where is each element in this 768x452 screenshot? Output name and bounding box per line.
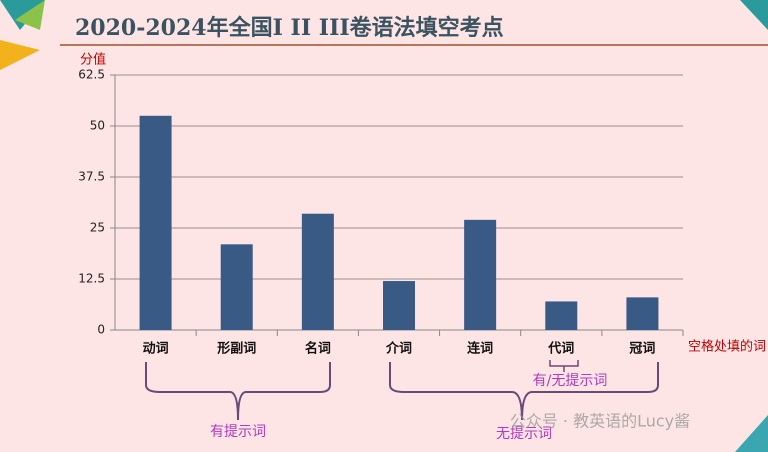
y-tick-label: 62.5 — [78, 68, 105, 82]
y-tick-label: 12.5 — [78, 272, 105, 286]
x-tick-label: 名词 — [305, 341, 331, 357]
x-tick-label: 形副词 — [217, 342, 256, 357]
chart-title: 2020-2024年全国I II III卷语法填空考点 — [75, 15, 504, 41]
bracket — [549, 360, 579, 372]
bar — [139, 115, 172, 330]
y-tick-label: 37.5 — [78, 170, 105, 184]
y-tick-label: 50 — [90, 119, 105, 133]
bar — [220, 244, 253, 330]
annotation: 无提示词 — [496, 426, 552, 442]
bar — [626, 297, 659, 330]
bracket — [389, 362, 659, 421]
annotation: 有提示词 — [210, 424, 266, 440]
decoration — [15, 0, 45, 30]
x-axis-label: 空格处填的词 — [688, 339, 766, 355]
decoration — [740, 0, 768, 30]
y-tick-label: 0 — [97, 323, 105, 337]
bar — [545, 301, 578, 330]
watermark: 公众号 · 教英语的Lucy酱 — [510, 412, 690, 431]
bracket — [145, 362, 331, 421]
decoration — [0, 40, 40, 70]
bar — [464, 219, 497, 330]
decoration — [735, 415, 768, 452]
x-tick-label: 冠词 — [629, 342, 655, 357]
x-tick-label: 介词 — [385, 341, 412, 357]
annotation: 有/无提示词 — [533, 373, 608, 389]
y-tick-label: 25 — [90, 221, 105, 235]
x-tick-label: 动词 — [143, 342, 169, 357]
bar — [301, 213, 334, 330]
y-axis-label: 分值 — [80, 52, 106, 68]
bar — [383, 281, 415, 330]
x-tick-label: 连词 — [467, 341, 493, 357]
x-tick-label: 代词 — [547, 341, 574, 357]
